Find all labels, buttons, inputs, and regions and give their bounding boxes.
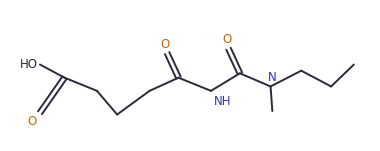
Text: O: O [222, 33, 231, 46]
Text: O: O [28, 115, 37, 128]
Text: NH: NH [214, 95, 231, 108]
Text: O: O [161, 38, 170, 51]
Text: HO: HO [20, 58, 38, 71]
Text: N: N [268, 71, 276, 84]
